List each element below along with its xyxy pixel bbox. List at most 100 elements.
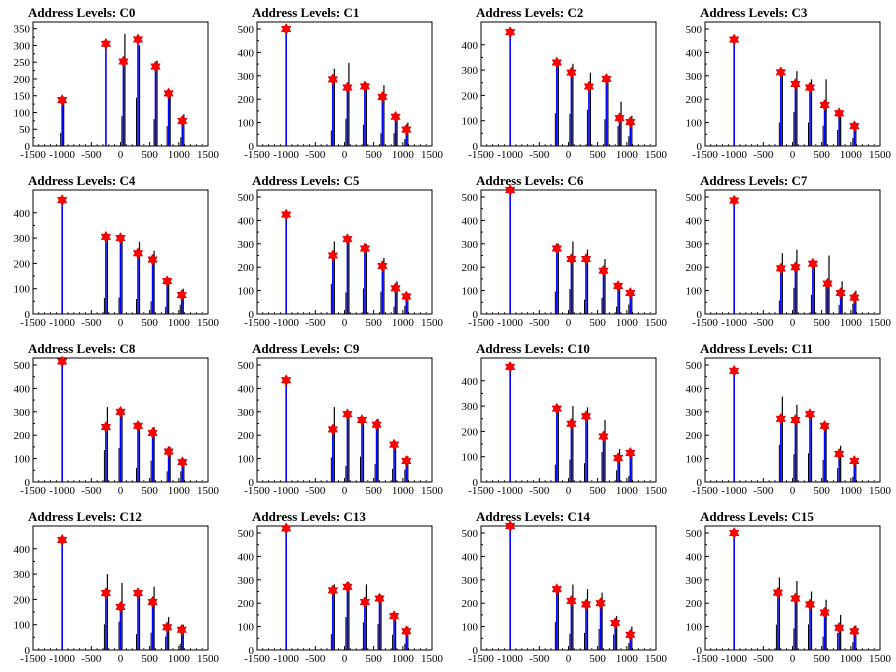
- chart-panel: Address Levels: C7 0 100 200 300 400 500 -1500-…: [672, 168, 896, 336]
- peak-marker: [147, 595, 158, 608]
- peak-marker: [819, 606, 830, 619]
- chart-title: Address Levels: C7: [700, 173, 808, 188]
- chart-plot: 0 100 200 300 400 500 -1500 -1000 -500 0 500 1000 15…: [686, 357, 892, 497]
- y-tick-label: 0: [249, 645, 255, 657]
- x-tick-label: 0: [118, 485, 124, 497]
- x-tick-label: 0: [342, 149, 348, 161]
- peak-marker: [566, 417, 577, 430]
- peak-marker: [598, 264, 609, 277]
- peak-marker: [327, 423, 339, 436]
- peak-marker: [849, 454, 860, 467]
- y-tick-label: 200: [238, 94, 255, 106]
- peak-marker: [115, 232, 126, 245]
- x-tick-label: 500: [589, 149, 606, 161]
- peak-marker: [612, 279, 624, 292]
- x-tick-label: -500: [305, 485, 326, 497]
- peak-marker: [176, 623, 187, 636]
- chart-plot: 0 50 100 150 200 250 300 350 -1500 -1000 -500 0 500 1…: [14, 21, 220, 161]
- y-tick-label: 400: [238, 383, 255, 395]
- peak-marker: [790, 592, 801, 605]
- peak-marker: [377, 90, 388, 103]
- y-tick-label: 300: [462, 401, 479, 413]
- peak-marker: [56, 533, 68, 546]
- x-tick-label: 0: [342, 317, 348, 329]
- x-tick-label: 500: [589, 317, 606, 329]
- peak-marker: [595, 597, 606, 610]
- y-tick-label: 300: [462, 65, 479, 77]
- x-tick-label: -1000: [497, 317, 523, 329]
- y-tick-label: 0: [249, 477, 255, 489]
- x-tick-label: 500: [813, 317, 830, 329]
- y-tick-label: 300: [238, 575, 255, 587]
- y-tick-label: 150: [14, 91, 31, 103]
- x-tick-label: 1000: [840, 653, 863, 665]
- x-tick-label: -500: [81, 653, 102, 665]
- x-tick-label: -1000: [721, 653, 747, 665]
- chart-panel: Address Levels: C3 0 100 200 300 400 500 -1500-…: [672, 0, 896, 168]
- peak-marker: [728, 527, 740, 540]
- x-tick-label: 0: [118, 653, 124, 665]
- peak-marker: [161, 275, 173, 288]
- peak-marker: [280, 208, 292, 221]
- peak-marker: [401, 454, 412, 467]
- x-tick-label: 1000: [392, 317, 415, 329]
- peak-marker: [504, 520, 516, 532]
- y-tick-label: 500: [686, 360, 703, 372]
- x-tick-label: 0: [566, 485, 572, 497]
- x-tick-label: 1000: [168, 149, 191, 161]
- chart-panel: Address Levels: C8 0 100 200 300 400 500 -1500-…: [0, 336, 224, 504]
- chart-title: Address Levels: C9: [252, 341, 360, 356]
- x-tick-label: 1500: [869, 653, 892, 665]
- chart-title: Address Levels: C4: [28, 173, 136, 188]
- y-tick-label: 300: [14, 233, 31, 245]
- peak-marker: [342, 81, 353, 94]
- chart-title: Address Levels: C15: [700, 509, 814, 524]
- y-tick-label: 400: [686, 383, 703, 395]
- peak-marker: [100, 421, 112, 434]
- chart-plot: 0 100 200 300 400 500 -1500 -1000 -500 0 500 1000 15…: [14, 355, 220, 497]
- y-tick-label: 100: [238, 286, 255, 298]
- peak-marker: [176, 289, 187, 302]
- chart-panel: Address Levels: C0 0 50 100 150 200 250 300 350 -…: [0, 0, 224, 168]
- y-tick-label: 400: [238, 215, 255, 227]
- x-tick-label: 1500: [645, 317, 668, 329]
- x-tick-label: -1500: [692, 485, 718, 497]
- y-tick-label: 200: [14, 594, 31, 606]
- y-tick-label: 100: [686, 118, 703, 130]
- chart-panel: Address Levels: C1 0 100 200 300 400 500 -1500-…: [224, 0, 448, 168]
- chart-plot: 0 100 200 300 400 500 -1500 -1000 -500 0 500 1000 15…: [238, 357, 444, 497]
- chart-panel: Address Levels: C6 0 100 200 300 400 500 -1500-…: [448, 168, 672, 336]
- peak-marker: [132, 587, 144, 600]
- y-tick-label: 100: [686, 622, 703, 634]
- x-tick-label: -500: [529, 317, 550, 329]
- x-tick-label: -500: [753, 485, 774, 497]
- y-tick-label: 400: [462, 376, 479, 388]
- x-tick-label: -1000: [273, 485, 299, 497]
- peak-marker: [56, 94, 68, 107]
- peak-marker: [504, 184, 516, 196]
- x-tick-label: 500: [813, 485, 830, 497]
- peak-marker: [804, 598, 816, 611]
- y-tick-label: 300: [462, 575, 479, 587]
- x-tick-label: -1500: [468, 149, 494, 161]
- y-tick-label: 0: [25, 477, 31, 489]
- chart-plot: 0 100 200 300 400 500 -1500 -1000 -500 0 500 1000 15…: [686, 189, 892, 329]
- y-tick-label: 300: [686, 407, 703, 419]
- x-tick-label: -1000: [497, 149, 523, 161]
- peak-marker: [150, 60, 161, 73]
- chart-panel: Address Levels: C14 0 100 200 300 400 500 -1500…: [448, 504, 672, 672]
- peak-marker: [819, 99, 830, 112]
- y-tick-label: 0: [697, 141, 703, 153]
- y-tick-label: 100: [14, 284, 31, 296]
- peak-marker: [359, 596, 371, 609]
- y-tick-label: 200: [238, 430, 255, 442]
- peak-marker: [327, 584, 339, 597]
- x-tick-label: -1000: [49, 653, 75, 665]
- peak-marker: [833, 107, 845, 120]
- x-tick-label: 500: [141, 149, 158, 161]
- x-tick-label: 0: [790, 485, 796, 497]
- peak-marker: [280, 522, 292, 535]
- peak-marker: [551, 583, 563, 596]
- y-tick-label: 200: [462, 90, 479, 102]
- x-tick-label: 500: [589, 485, 606, 497]
